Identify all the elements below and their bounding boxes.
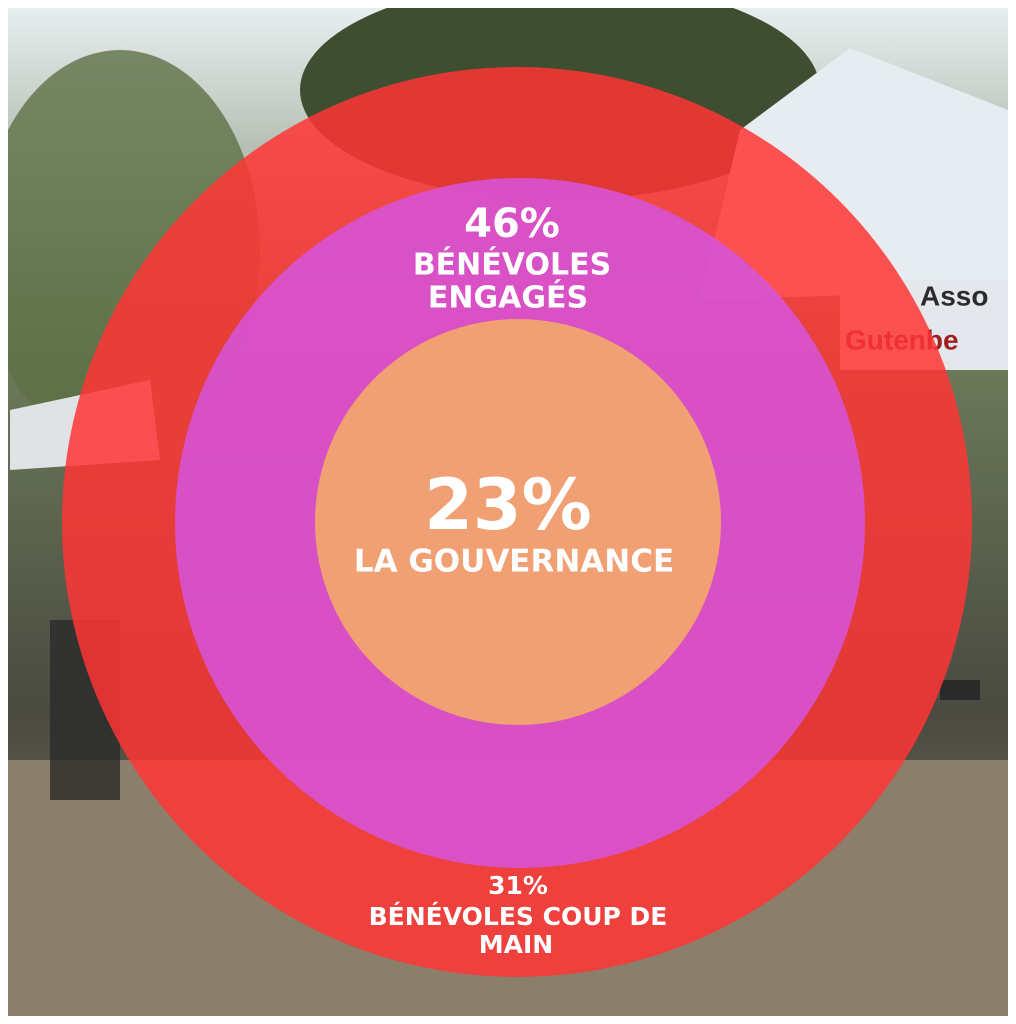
percent: 31%: [488, 871, 548, 900]
sign-text: Asso: [920, 280, 988, 311]
percent: 46%: [464, 201, 560, 247]
label: ENGAGÉS: [428, 280, 588, 316]
percent: 23%: [424, 464, 592, 546]
label: MAIN: [479, 930, 553, 959]
infographic: Asso Gutenbe 46% BÉNÉVOLES ENGAGÉS 23% L…: [0, 0, 1016, 1024]
label: LA GOUVERNANCE: [354, 544, 674, 580]
label: BÉNÉVOLES: [413, 247, 611, 283]
page: Asso Gutenbe 46% BÉNÉVOLES ENGAGÉS 23% L…: [0, 0, 1016, 1024]
label: BÉNÉVOLES COUP DE: [369, 902, 668, 931]
